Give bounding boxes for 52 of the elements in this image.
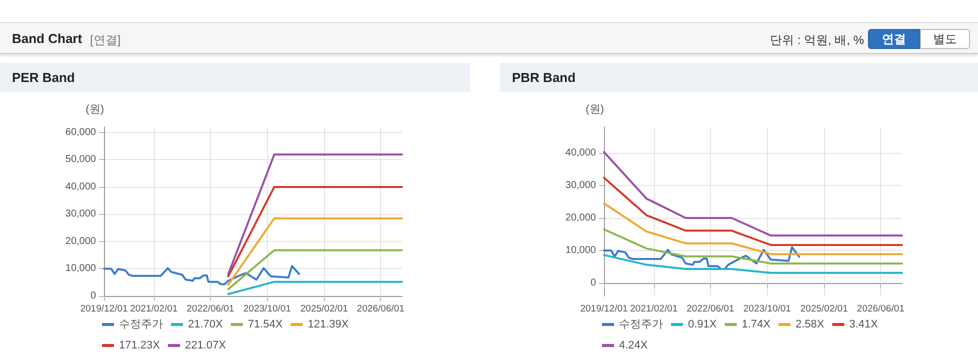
legend-label: 수정주가 <box>619 318 663 330</box>
legend-label: 2.58X <box>795 318 825 330</box>
line-series <box>603 228 903 264</box>
line-series <box>603 246 800 270</box>
x-tick-label: 2023/10/01 <box>243 304 291 314</box>
legend-label: 4.24X <box>619 340 648 352</box>
legend-label: 1.74X <box>742 318 772 330</box>
y-tick-label: 10,000 <box>65 263 96 274</box>
y-axis-title: (원) <box>86 104 104 116</box>
legend-label: 3.41X <box>849 318 879 330</box>
line-series <box>103 265 300 286</box>
text: 별도 <box>920 29 970 49</box>
x-tick-label: 2021/02/01 <box>630 304 678 314</box>
y-tick-label: 60,000 <box>65 126 96 138</box>
y-tick-label: 20,000 <box>65 236 96 247</box>
x-tick-label: 2019/12/01 <box>80 304 128 314</box>
legend-label: 21.70X <box>188 318 224 330</box>
x-tick-label: 2022/06/01 <box>186 304 234 314</box>
x-tick-label: 2026/06/01 <box>356 304 404 314</box>
x-tick-label: 2026/06/01 <box>856 304 904 314</box>
legend-label: 171.23X <box>119 340 161 352</box>
y-axis-title: (원) <box>586 104 604 116</box>
x-tick-label: 2019/12/01 <box>580 304 628 314</box>
x-tick-label: 2021/02/01 <box>130 304 178 314</box>
text: 단위 : 억원, 배, % <box>770 32 864 49</box>
legend-label: 71.54X <box>248 318 284 330</box>
legend-label: 0.91X <box>688 318 718 330</box>
line-series <box>603 176 903 246</box>
x-tick-label: 2022/06/01 <box>686 304 734 314</box>
x-tick-label: 2023/10/01 <box>743 304 791 314</box>
y-tick-label: 40,000 <box>65 181 96 192</box>
y-tick-label: 0 <box>90 290 96 302</box>
y-tick-label: 50,000 <box>65 154 96 166</box>
legend-label: 121.39X <box>308 318 350 330</box>
chart-title: PER Band <box>0 63 470 92</box>
line-series <box>603 254 903 274</box>
legend-label: 221.07X <box>184 340 227 352</box>
y-tick-label: 30,000 <box>65 208 96 220</box>
y-tick-label: 30,000 <box>565 180 596 191</box>
y-tick-label: 0 <box>590 278 596 288</box>
legend-label: 수정주가 <box>119 318 163 330</box>
text: [연결] <box>90 32 121 49</box>
line-series <box>603 202 903 256</box>
chart-title: PBR Band <box>500 63 978 92</box>
text: 연결 <box>868 29 920 49</box>
y-tick-label: 20,000 <box>565 212 596 224</box>
x-tick-label: 2025/02/01 <box>300 304 348 314</box>
text: Band Chart <box>12 31 82 46</box>
y-tick-label: 10,000 <box>565 245 596 256</box>
line-series <box>603 151 903 237</box>
y-tick-label: 40,000 <box>565 148 596 158</box>
x-tick-label: 2025/02/01 <box>800 304 848 314</box>
